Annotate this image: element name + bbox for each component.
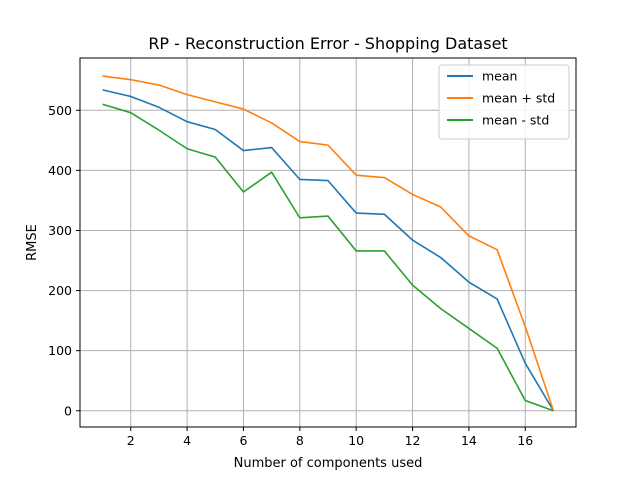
legend-entry-label: mean <box>482 69 517 84</box>
y-axis-label: RMSE <box>25 224 40 261</box>
axis-ticks: 2 4 6 8 10 12 14 16 0 100 200 300 400 500 <box>48 103 533 448</box>
x-tick-label: 2 <box>127 433 135 448</box>
legend: mean mean + std mean - std <box>438 64 570 140</box>
series-line-2 <box>102 103 554 412</box>
x-tick-label: 16 <box>517 433 533 448</box>
x-tick-label: 14 <box>461 433 477 448</box>
series-line-0 <box>102 89 555 412</box>
x-tick-label: 6 <box>239 433 247 448</box>
y-tick-label: 400 <box>48 163 72 178</box>
chart-title: RP - Reconstruction Error - Shopping Dat… <box>148 34 507 53</box>
y-tick-label: 200 <box>48 283 72 298</box>
legend-entry-label: mean - std <box>482 113 549 128</box>
x-tick-label: 4 <box>183 433 191 448</box>
x-tick-label: 8 <box>296 433 304 448</box>
series-lines <box>102 75 555 412</box>
plot-frame <box>79 57 577 428</box>
legend-entry-label: mean + std <box>482 91 555 106</box>
x-axis-label: Number of components used <box>234 456 423 471</box>
y-tick-label: 100 <box>48 343 72 358</box>
y-tick-label: 300 <box>48 223 72 238</box>
x-tick-label: 10 <box>348 433 364 448</box>
y-tick-label: 0 <box>64 403 72 418</box>
y-tick-label: 500 <box>48 103 72 118</box>
series-line-1 <box>102 75 555 412</box>
x-tick-label: 12 <box>405 433 421 448</box>
